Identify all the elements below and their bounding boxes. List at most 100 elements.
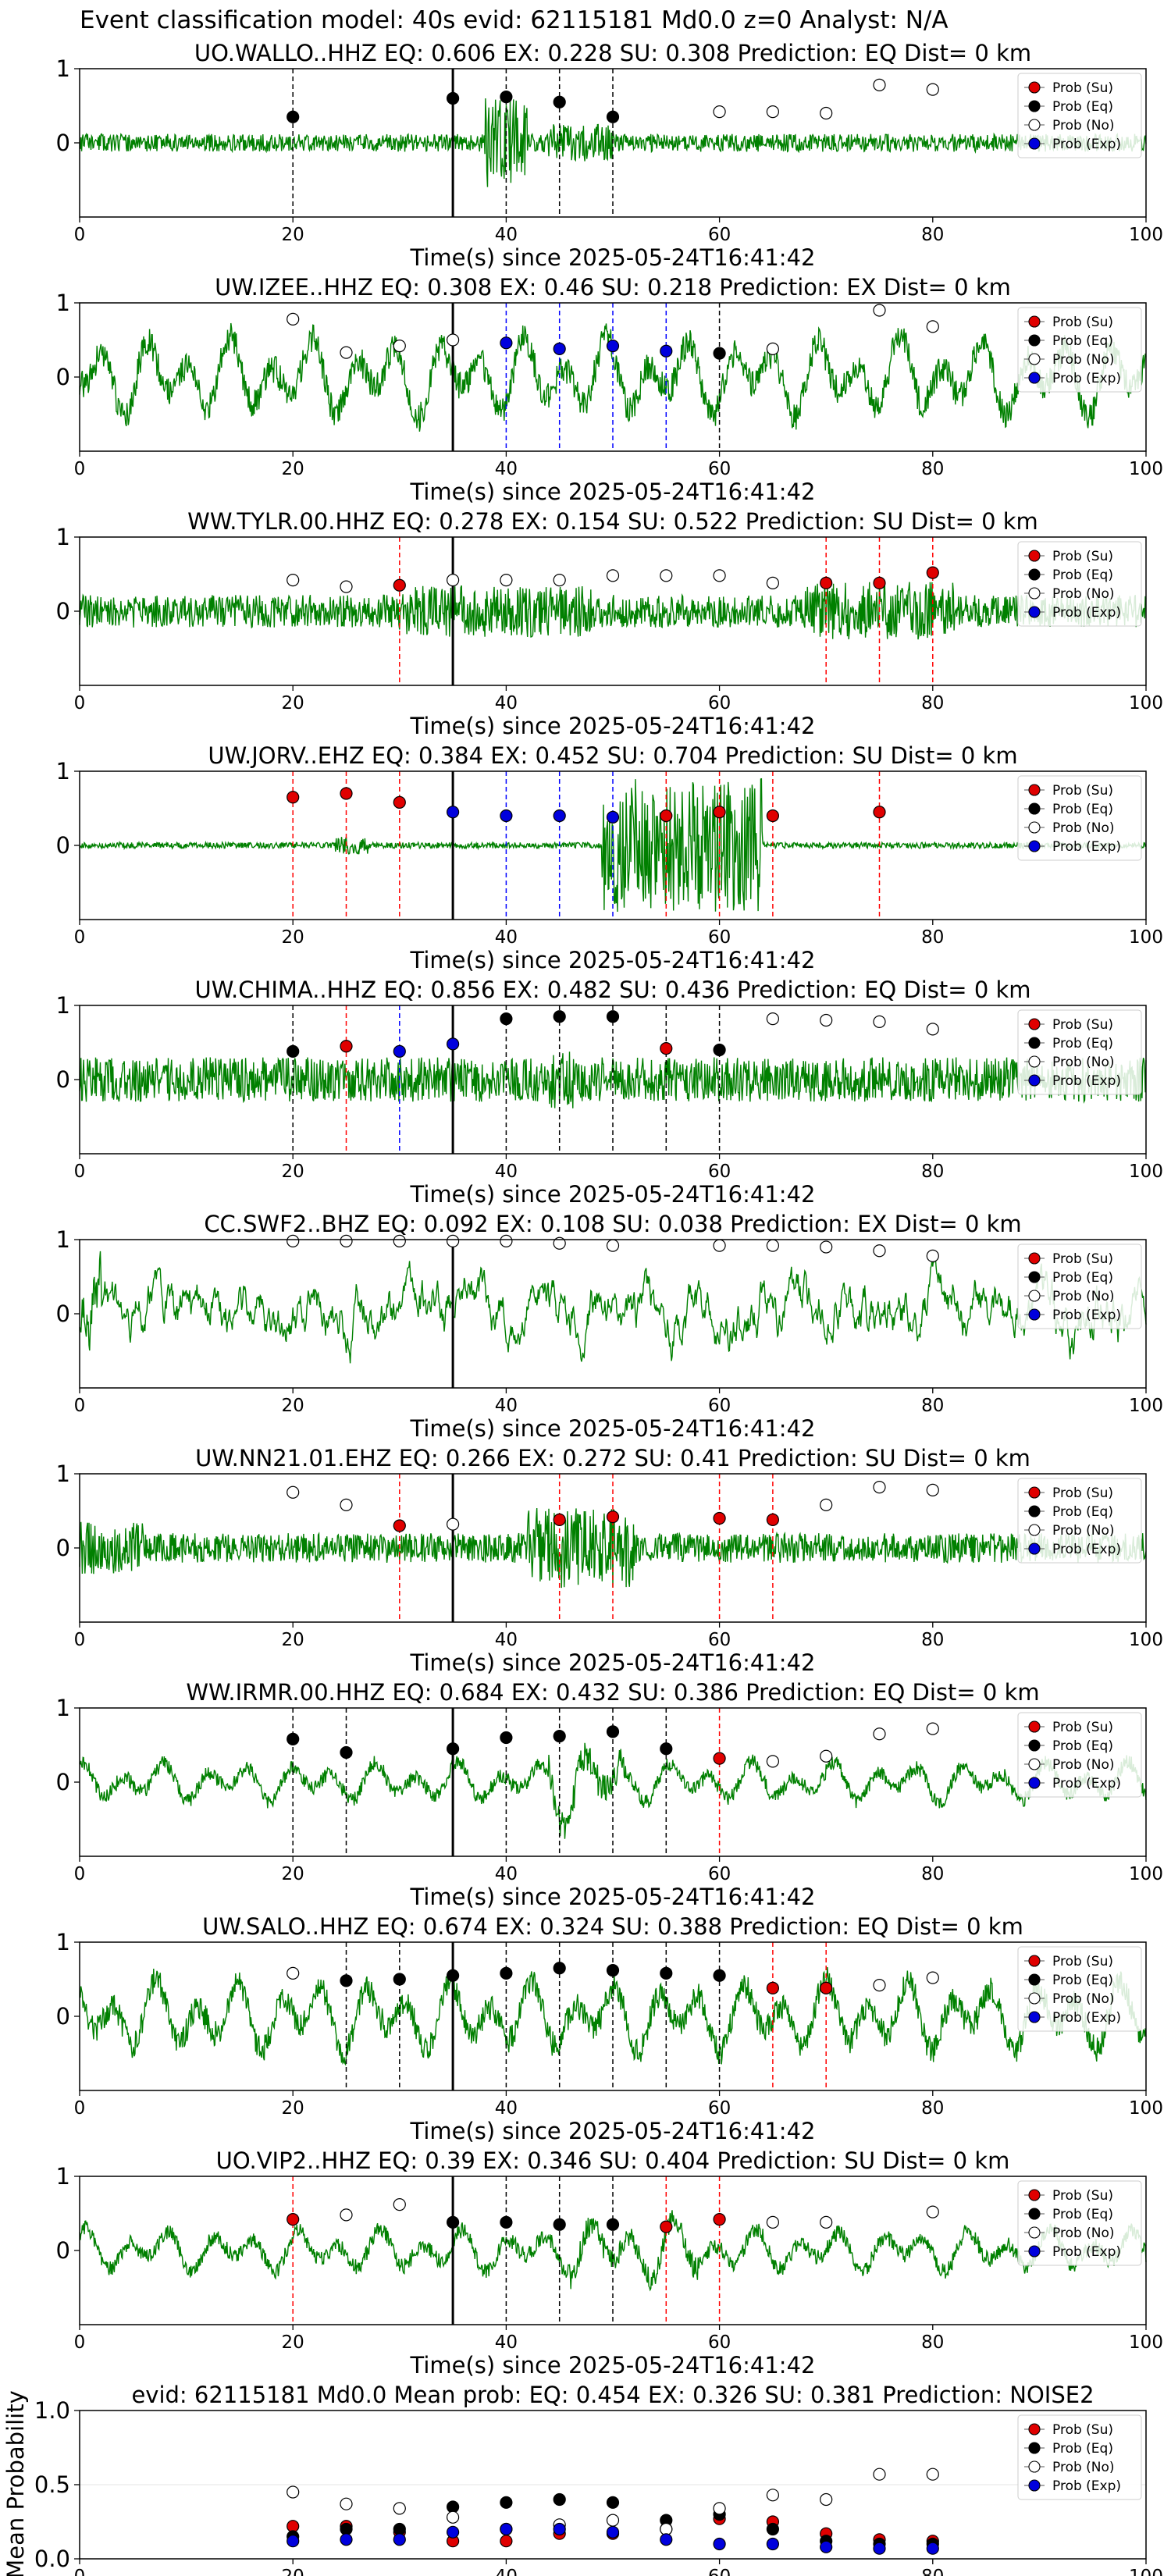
- x-tick-label: 100: [1129, 459, 1163, 479]
- subplot-title: UO.VIP2..HHZ EQ: 0.39 EX: 0.346 SU: 0.40…: [216, 2147, 1010, 2174]
- marker-probno: [340, 580, 353, 593]
- y-axis-label: Mean Probability: [2, 2390, 29, 2576]
- x-tick-label: 0: [74, 1630, 86, 1650]
- legend-label: Prob (Eq): [1052, 802, 1113, 817]
- legend-marker: [1028, 1252, 1041, 1265]
- legend-marker: [1028, 2011, 1041, 2023]
- legend-marker: [1028, 2245, 1041, 2258]
- x-tick-label: 80: [921, 2098, 944, 2119]
- marker-probno: [287, 1234, 300, 1248]
- marker-probno: [766, 2489, 780, 2502]
- subplot-title: UO.WALLO..HHZ EQ: 0.606 EX: 0.228 SU: 0.…: [194, 40, 1031, 66]
- y-tick-label: 1: [56, 290, 70, 316]
- marker-probno: [287, 1966, 300, 1980]
- x-tick-label: 100: [1129, 1396, 1163, 1416]
- y-tick-label: 1: [56, 1461, 70, 1487]
- marker-probno: [606, 569, 620, 582]
- y-tick-label: 0: [56, 1769, 70, 1795]
- subplot-11: evid: 62115181 Md0.0 Mean prob: EQ: 0.45…: [2, 2382, 1163, 2576]
- marker-probno: [766, 1012, 780, 1026]
- subplot-1: UO.WALLO..HHZ EQ: 0.606 EX: 0.228 SU: 0.…: [56, 40, 1163, 271]
- legend-box: [1017, 1478, 1142, 1564]
- legend-label: Prob (No): [1052, 1757, 1115, 1773]
- marker-probno: [926, 320, 939, 333]
- legend-label: Prob (Su): [1052, 1720, 1113, 1735]
- marker-probsu: [287, 791, 300, 804]
- marker-probeq: [287, 110, 300, 123]
- x-axis-label: Time(s) since 2025-05-24T16:41:42: [410, 2118, 816, 2144]
- marker-probno: [446, 1517, 460, 1531]
- marker-probsu: [393, 1519, 406, 1532]
- marker-probno: [340, 2497, 353, 2510]
- marker-probno: [393, 2198, 406, 2211]
- marker-probno: [393, 1234, 406, 1248]
- subplot-title: UW.SALO..HHZ EQ: 0.674 EX: 0.324 SU: 0.3…: [202, 1913, 1023, 1940]
- x-tick-label: 0: [74, 2332, 86, 2353]
- x-tick-label: 80: [921, 459, 944, 479]
- marker-probeq: [553, 95, 566, 109]
- y-tick-label: 1: [56, 992, 70, 1019]
- marker-probeq: [500, 2496, 513, 2509]
- legend-marker: [1028, 1505, 1041, 1517]
- legend-box: [1017, 73, 1142, 158]
- marker-probexp: [606, 340, 620, 353]
- x-tick-label: 0: [74, 2098, 86, 2119]
- marker-probno: [340, 346, 353, 359]
- marker-probno: [820, 106, 833, 120]
- legend-box: [1017, 1946, 1142, 2032]
- x-tick-label: 40: [495, 1162, 518, 1182]
- x-tick-label: 80: [921, 2332, 944, 2353]
- legend-label: Prob (Exp): [1052, 1073, 1121, 1089]
- x-axis-label: Time(s) since 2025-05-24T16:41:42: [410, 713, 816, 739]
- marker-probno: [820, 1240, 833, 1254]
- marker-probsu: [287, 2213, 300, 2226]
- marker-probeq: [500, 1966, 513, 1980]
- marker-probsu: [713, 1511, 726, 1525]
- legend-marker: [1028, 821, 1041, 834]
- x-tick-label: 60: [708, 459, 731, 479]
- legend-box: [1017, 2414, 1142, 2500]
- marker-probno: [553, 573, 566, 587]
- x-axis-label: Time(s) since 2025-05-24T16:41:42: [410, 1415, 816, 1442]
- legend-label: Prob (Su): [1052, 549, 1113, 564]
- marker-probno: [446, 2510, 460, 2524]
- marker-probeq: [500, 90, 513, 104]
- marker-probeq: [446, 1969, 460, 1982]
- marker-probsu: [766, 809, 780, 823]
- marker-probeq: [500, 2215, 513, 2229]
- x-tick-label: 60: [708, 1630, 731, 1650]
- marker-probexp: [340, 2533, 353, 2546]
- legend-marker: [1028, 353, 1041, 365]
- legend-marker: [1028, 568, 1041, 581]
- y-tick-label: 1: [56, 524, 70, 550]
- x-tick-label: 80: [921, 1864, 944, 1884]
- marker-probno: [287, 573, 300, 587]
- waveform-trace: [79, 582, 1147, 640]
- marker-probsu: [340, 1040, 353, 1053]
- marker-probsu: [713, 806, 726, 819]
- x-axis-label: Time(s) since 2025-05-24T16:41:42: [410, 1884, 816, 1910]
- x-tick-label: 100: [1129, 1162, 1163, 1182]
- x-tick-label: 20: [282, 1864, 304, 1884]
- y-tick-label: 0: [56, 2003, 70, 2030]
- marker-probeq: [287, 1044, 300, 1059]
- marker-probexp: [660, 2533, 673, 2546]
- y-tick-label: 0: [56, 1535, 70, 1561]
- marker-probexp: [446, 806, 460, 819]
- marker-probno: [393, 2502, 406, 2515]
- x-tick-label: 60: [708, 1396, 731, 1416]
- legend-marker: [1028, 1720, 1041, 1733]
- marker-probsu: [713, 1752, 726, 1765]
- figure-suptitle: Event classification model: 40s evid: 62…: [80, 6, 949, 34]
- marker-probno: [606, 1239, 620, 1252]
- legend-label: Prob (Exp): [1052, 1776, 1121, 1791]
- marker-probno: [926, 2467, 939, 2481]
- marker-probno: [873, 78, 886, 92]
- x-tick-label: 100: [1129, 1630, 1163, 1650]
- legend-label: Prob (Eq): [1052, 568, 1113, 583]
- subplot-8: WW.IRMR.00.HHZ EQ: 0.684 EX: 0.432 SU: 0…: [56, 1679, 1163, 1910]
- legend-marker: [1028, 2460, 1041, 2473]
- legend-box: [1017, 307, 1142, 393]
- marker-probsu: [340, 787, 353, 800]
- x-tick-label: 80: [921, 693, 944, 713]
